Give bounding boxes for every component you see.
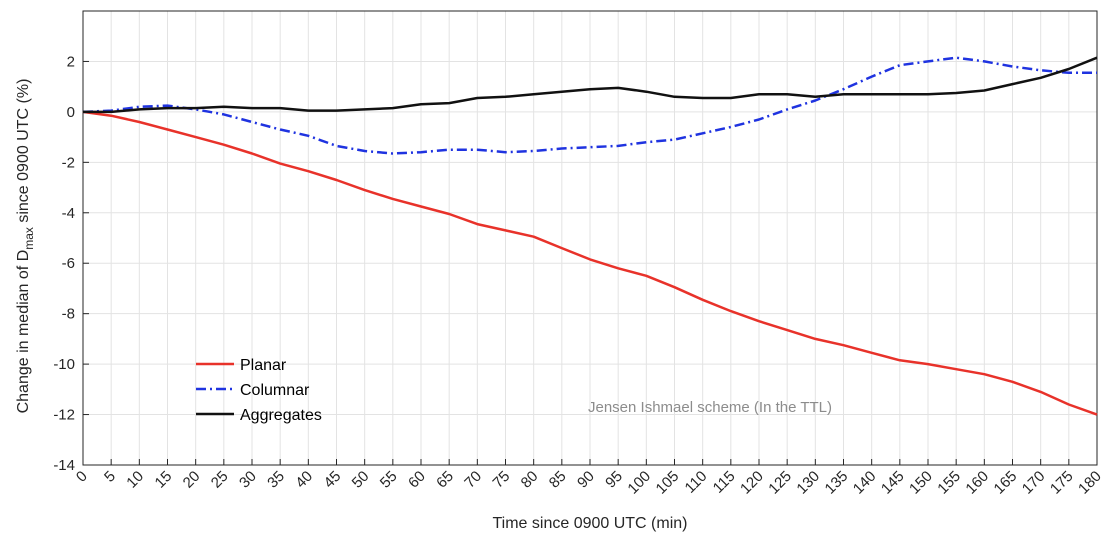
x-tick-label: 165 xyxy=(991,468,1021,498)
x-tick-label: 10 xyxy=(123,468,147,492)
x-tick-label: 110 xyxy=(682,468,711,497)
x-tick-label: 160 xyxy=(962,468,992,498)
x-tick-label: 100 xyxy=(624,468,654,498)
x-tick-label: 125 xyxy=(765,468,795,498)
x-tick-label: 155 xyxy=(934,468,964,498)
x-tick-label: 50 xyxy=(349,468,373,492)
y-tick-label: -12 xyxy=(53,407,75,424)
y-tick-label: 2 xyxy=(67,53,75,70)
x-tick-label: 175 xyxy=(1047,468,1077,498)
x-tick-label: 140 xyxy=(850,468,880,498)
x-tick-label: 0 xyxy=(73,468,91,486)
x-tick-label: 105 xyxy=(653,468,683,498)
y-axis-title: Change in median of Dmax since 0900 UTC … xyxy=(15,79,36,414)
legend-label-planar: Planar xyxy=(240,357,287,374)
y-tick-label: -4 xyxy=(62,205,75,222)
x-tick-label: 25 xyxy=(208,468,232,492)
x-tick-label: 115 xyxy=(710,468,739,497)
series-lines xyxy=(82,56,1098,416)
series-line-aggregates xyxy=(83,56,1098,114)
x-tick-label: 95 xyxy=(602,468,626,492)
grid-lines xyxy=(82,11,1098,466)
x-tick-label: 45 xyxy=(321,468,345,492)
series-line-columnar xyxy=(82,56,1097,155)
y-axis-title-prefix: Change in median of D xyxy=(15,250,32,414)
x-tick-label: 30 xyxy=(236,468,260,492)
y-axis-title-subscript: max xyxy=(22,227,36,250)
y-tick-label: -10 xyxy=(53,356,75,373)
y-tick-label: 0 xyxy=(67,104,75,121)
x-axis-title: Time since 0900 UTC (min) xyxy=(492,515,687,532)
x-tick-label: 5 xyxy=(101,468,119,486)
legend: Planar Columnar Aggregates xyxy=(196,357,322,424)
x-tick-label: 120 xyxy=(737,468,767,498)
x-tick-label: 85 xyxy=(546,468,570,492)
y-tick-label: -8 xyxy=(62,306,75,323)
x-tick-label: 55 xyxy=(377,468,401,492)
x-tick-label: 80 xyxy=(518,468,542,492)
x-tick-label: 35 xyxy=(264,468,288,492)
x-tick-label: 60 xyxy=(405,468,429,492)
x-tick-label: 170 xyxy=(1019,468,1049,498)
legend-label-columnar: Columnar xyxy=(240,382,310,399)
legend-label-aggregates: Aggregates xyxy=(240,407,322,424)
y-axis-ticks: 2 0 -2 -4 -6 -8 -10 -12 -14 xyxy=(53,53,89,474)
legend-item-planar: Planar xyxy=(196,357,287,374)
x-tick-label: 135 xyxy=(822,468,852,498)
x-tick-label: 145 xyxy=(878,468,908,498)
x-tick-label: 15 xyxy=(152,468,176,492)
x-tick-label: 130 xyxy=(793,468,823,498)
legend-item-columnar: Columnar xyxy=(196,382,310,399)
scheme-annotation: Jensen Ishmael scheme (In the TTL) xyxy=(588,399,832,416)
x-tick-label: 75 xyxy=(490,468,514,492)
x-tick-label: 70 xyxy=(461,468,485,492)
y-tick-label: -14 xyxy=(53,457,75,474)
y-axis-title-suffix: since 0900 UTC (%) xyxy=(15,79,32,228)
x-tick-label: 180 xyxy=(1075,468,1105,498)
legend-item-aggregates: Aggregates xyxy=(196,407,322,424)
x-tick-label: 40 xyxy=(292,468,316,492)
y-tick-label: -6 xyxy=(62,255,75,272)
x-tick-label: 65 xyxy=(433,468,457,492)
x-tick-label: 20 xyxy=(180,468,204,492)
x-tick-label: 90 xyxy=(574,468,598,492)
x-tick-label: 150 xyxy=(906,468,936,498)
series-line-planar xyxy=(82,110,1098,416)
y-tick-label: -2 xyxy=(62,154,75,171)
